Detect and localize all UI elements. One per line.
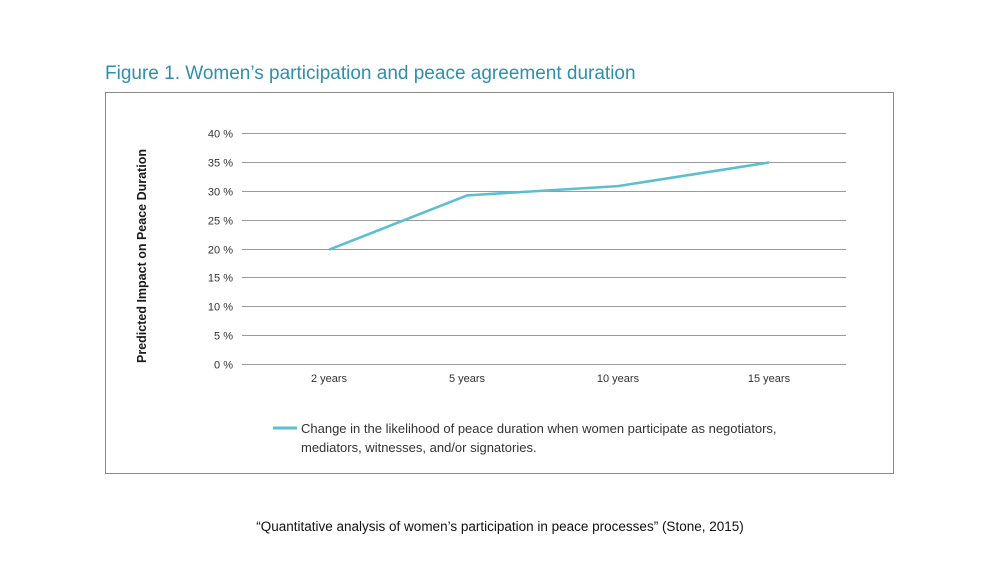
y-tick-label: 40 %: [208, 129, 233, 141]
y-axis-label: Predicted Impact on Peace Duration: [135, 149, 149, 363]
x-tick-label: 15 years: [748, 373, 791, 385]
y-tick-label: 35 %: [208, 158, 233, 170]
series-line: [328, 161, 770, 251]
series-layer: [328, 161, 770, 251]
y-tick-label: 10 %: [208, 302, 233, 314]
legend-label-line-2: mediators, witnesses, and/or signatories…: [301, 440, 537, 455]
y-tick-label: 25 %: [208, 216, 233, 228]
y-tick-label: 0 %: [214, 360, 233, 372]
y-tick-label: 30 %: [208, 187, 233, 199]
legend: Change in the likelihood of peace durati…: [273, 421, 777, 455]
figure-title: Figure 1. Women’s participation and peac…: [105, 63, 636, 84]
x-tick-label: 5 years: [449, 373, 486, 385]
y-tick-label: 5 %: [214, 331, 233, 343]
x-tick-label: 10 years: [597, 373, 640, 385]
x-tick-label: 2 years: [311, 373, 348, 385]
y-tick-label: 15 %: [208, 273, 233, 285]
y-tick-labels: 0 % 5 % 10 % 15 % 20 % 25 % 30 % 35 % 40 %: [208, 129, 233, 372]
chart-frame: [105, 92, 894, 474]
legend-label-line-1: Change in the likelihood of peace durati…: [301, 421, 777, 436]
x-tick-labels: 2 years 5 years 10 years 15 years: [311, 373, 791, 385]
source-caption: “Quantitative analysis of women’s partic…: [256, 519, 744, 534]
y-tick-label: 20 %: [208, 245, 233, 257]
